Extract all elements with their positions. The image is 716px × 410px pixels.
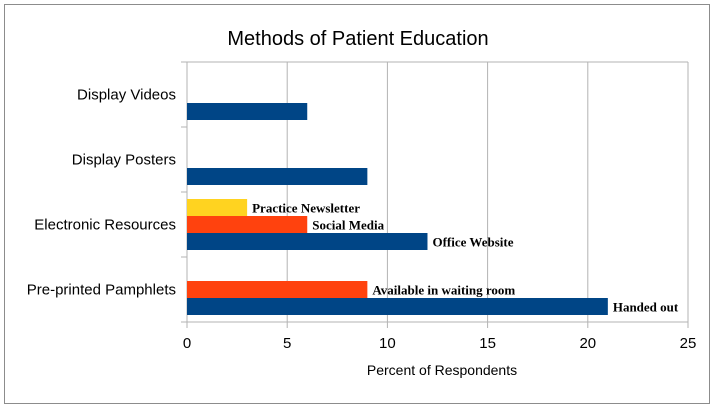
bar-data-label: Office Website	[432, 235, 513, 250]
bar	[187, 199, 248, 216]
bar-data-label: Social Media	[312, 218, 384, 233]
x-tick-label: 5	[283, 335, 291, 352]
bar-data-label: Available in waiting room	[372, 283, 515, 298]
bar	[187, 168, 368, 185]
bar	[187, 298, 608, 315]
x-tick-label: 15	[479, 335, 496, 352]
labels: 0 5 10 15 20 25 Display Videos Display Posters E…	[27, 87, 697, 353]
category-label: Electronic Resources	[34, 217, 176, 234]
x-tick-label: 25	[680, 335, 697, 352]
x-tick-label: 0	[183, 335, 191, 352]
bar-data-label: Practice Newsletter	[252, 201, 360, 216]
chart-frame	[4, 4, 710, 404]
category-label: Display Videos	[77, 87, 176, 104]
x-tick-label: 10	[379, 335, 396, 352]
bars	[187, 103, 608, 315]
bar-data-label: Handed out	[613, 300, 679, 315]
bar	[187, 103, 308, 120]
x-tick-label: 20	[579, 335, 596, 352]
bar	[187, 233, 428, 250]
chart-title: Methods of Patient Education	[227, 28, 488, 50]
x-axis-title: Percent of Respondents	[367, 362, 517, 378]
category-label: Pre-printed Pamphlets	[27, 282, 176, 299]
bar	[187, 216, 308, 233]
bar	[187, 281, 368, 298]
category-label: Display Posters	[72, 152, 176, 169]
